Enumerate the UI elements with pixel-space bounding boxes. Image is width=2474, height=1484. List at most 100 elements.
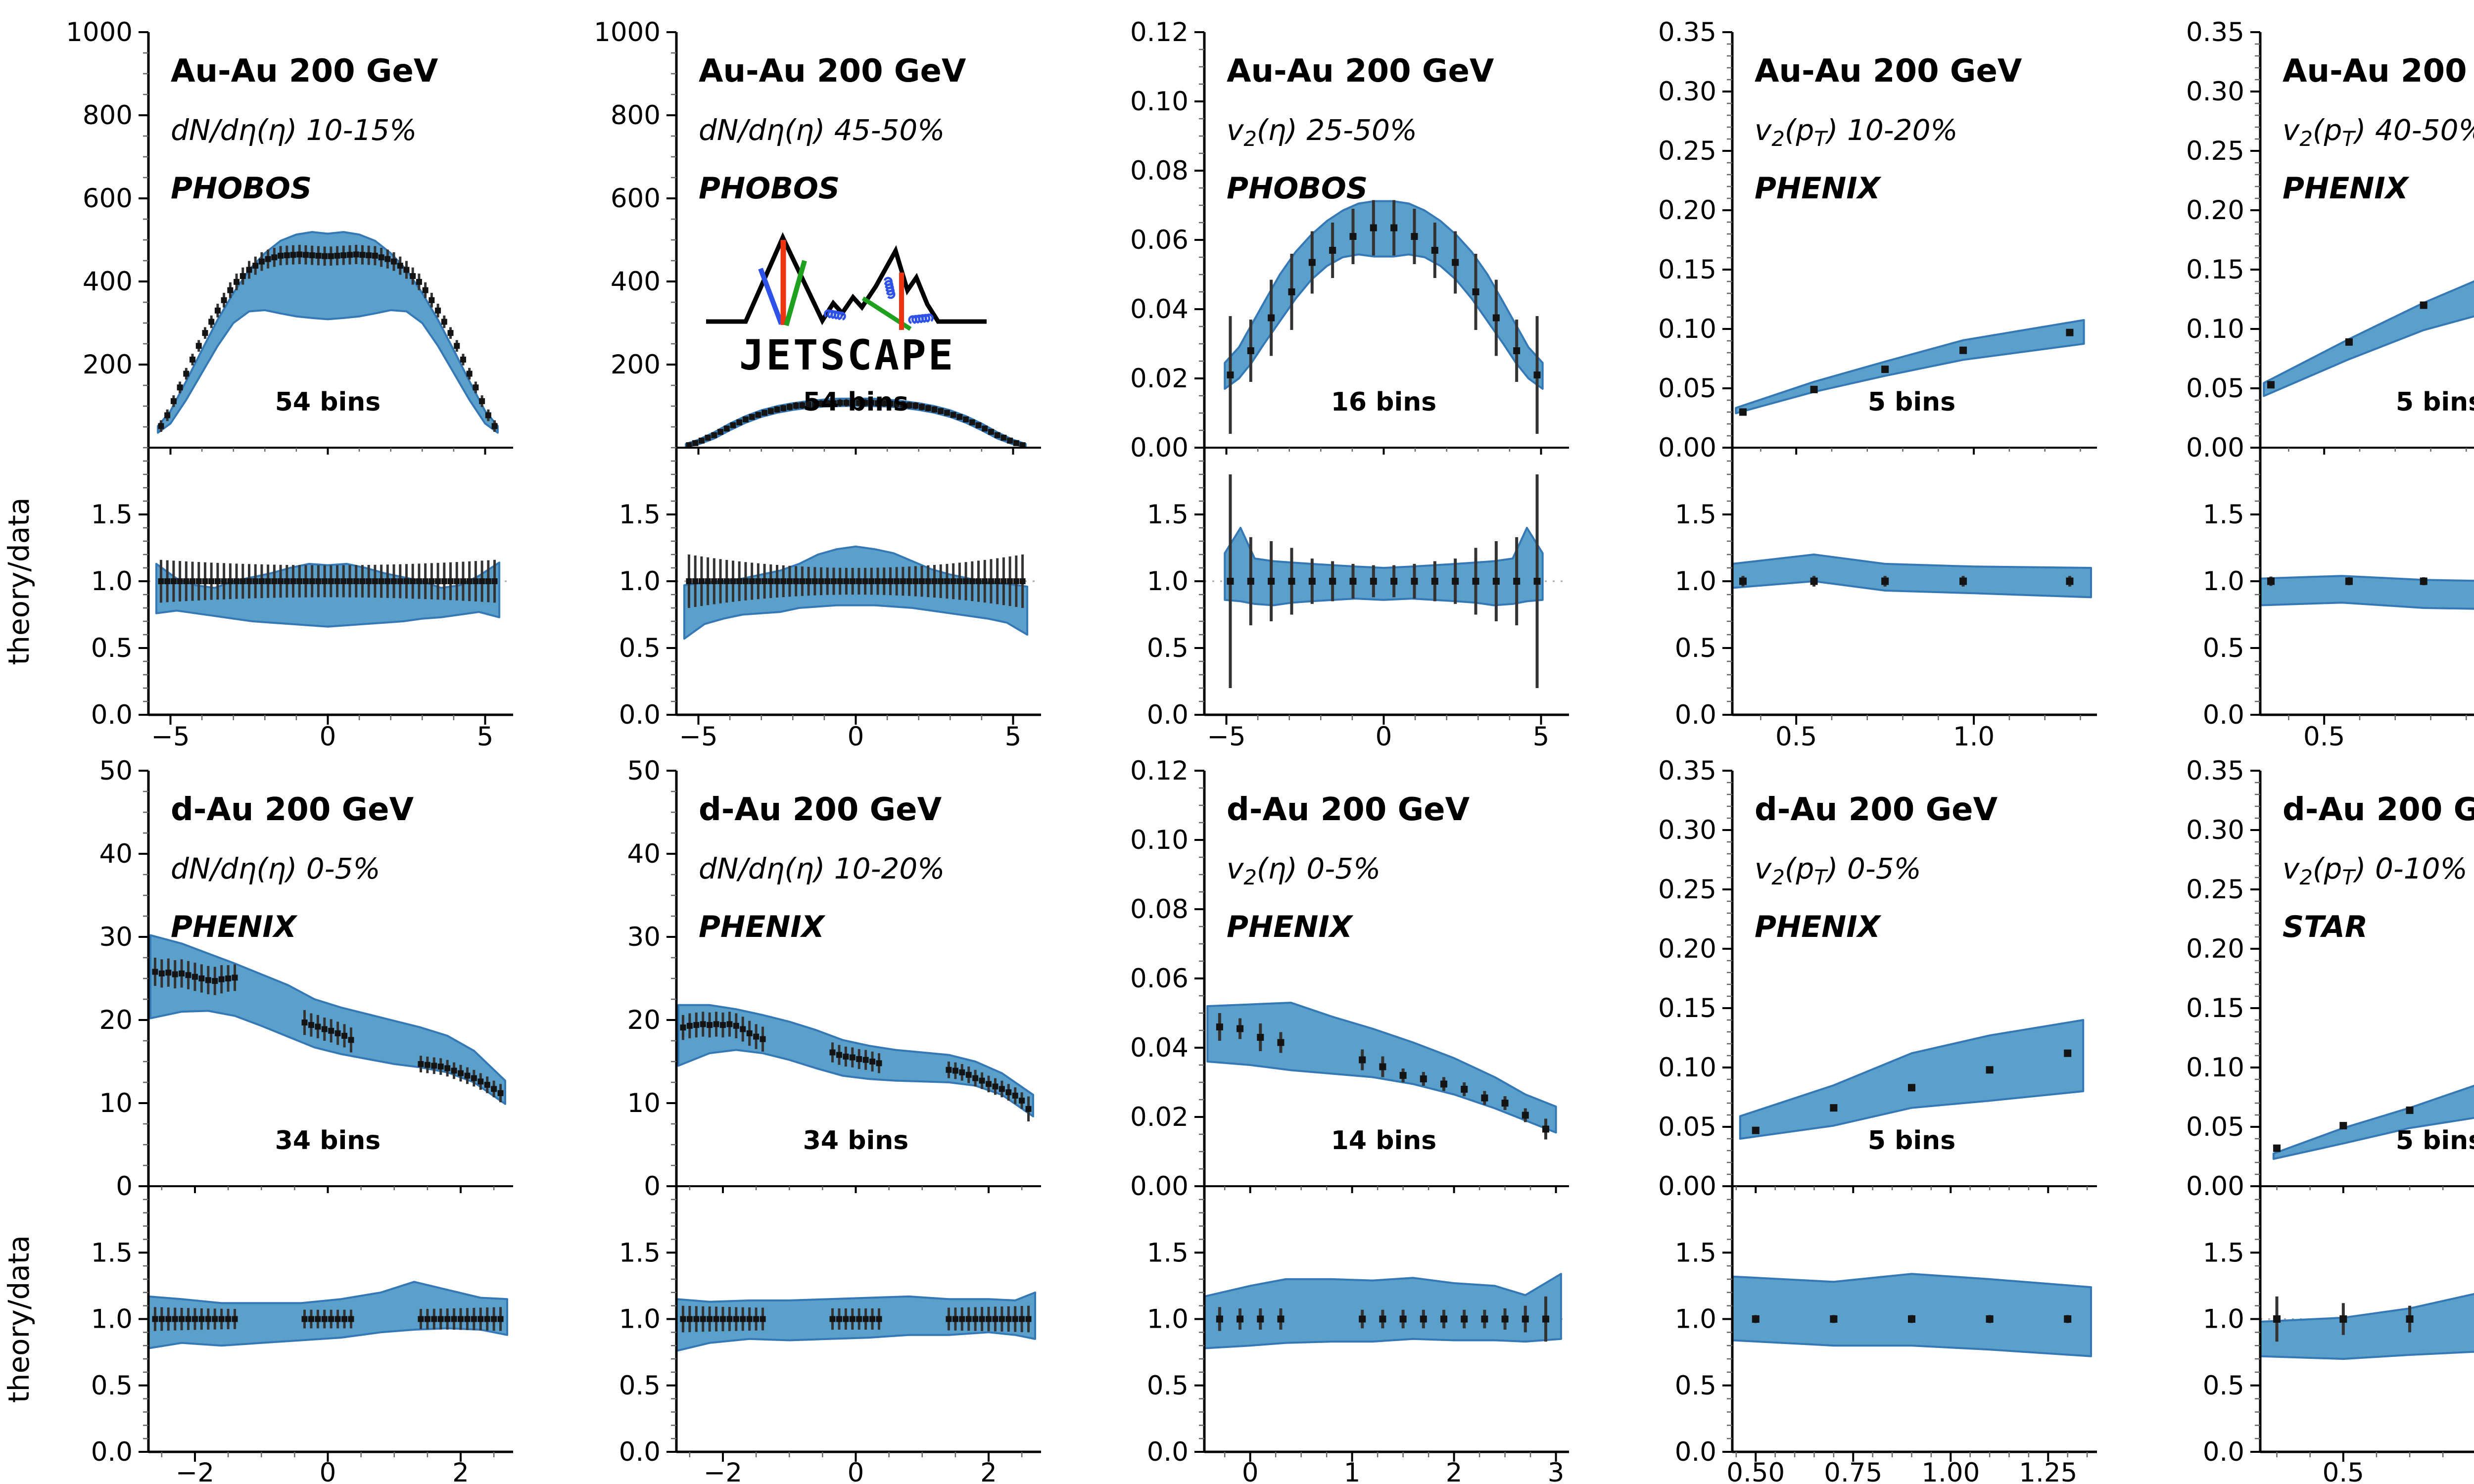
ratio-point [1513,578,1521,585]
ratio-point [185,1316,191,1322]
y-tick-label: 1000 [66,17,133,47]
data-point [982,425,988,432]
ratio-point [296,578,303,584]
x-tick-label: 1.00 [1921,1458,1980,1484]
ratio-tick-label: 0.5 [2203,1371,2244,1401]
data-point [760,1036,766,1042]
ratio-point [441,578,447,584]
x-tick-label: 0 [1242,1458,1259,1484]
ratio-point [451,1316,457,1322]
data-point [466,371,473,377]
panel-title: d-Au 200 GeV [171,791,414,828]
line [784,260,807,326]
data-point [225,975,232,981]
ratio-point [234,578,240,584]
ratio-point [999,1316,1005,1322]
data-point [451,1067,457,1074]
ratio-point [749,578,755,584]
ratio-point [2345,577,2353,585]
data-point [460,356,466,363]
panel-title: Au-Au 200 GeV [1755,53,2022,90]
ratio-point [1492,578,1500,585]
ratio-point [730,578,736,584]
x-tick-label: 0 [1376,722,1392,752]
y-tick-label: 0.05 [2186,1112,2244,1142]
data-point [1881,366,1889,373]
data-point [965,1071,972,1078]
data-point [925,405,931,412]
ratio-point [760,1316,766,1322]
experiment-label: PHENIX [699,910,826,944]
y-tick-label: 0.30 [1658,815,1716,845]
data-point [1019,1097,1025,1104]
ratio-tick-label: 1.0 [2203,566,2244,597]
data-point [1349,233,1357,240]
data-point [195,343,202,349]
panel-subtitle: v2​(pT​) 0-10% [2283,852,2468,889]
data-point [862,400,868,406]
ratio-point [1247,578,1254,585]
y-tick-label: 20 [99,1005,133,1035]
ratio-point [177,578,183,584]
ratio-point [384,578,391,584]
panel-dau-dndeta-10-20: 0 10 20 30 40 50 0.0 0.5 1.0 1.5 −2 0 2 d-Au 200 GeV d… [619,756,1041,1484]
data-point [479,398,485,404]
ratio-point [994,578,1000,584]
ratio-point [1522,1315,1529,1323]
y-tick-label: 0.35 [1658,17,1716,47]
ratio-point [471,1316,477,1322]
y-tick-label: 0.25 [2186,875,2244,905]
ratio-point [479,578,485,584]
y-tick-label: 0.35 [1658,756,1716,786]
ratio-point [742,578,749,584]
ratio-point [301,1316,308,1322]
y-tick-label: 0.12 [1130,756,1189,786]
data-point [944,410,950,416]
panel-subtitle: v2​(η) 0-5% [1227,852,1380,889]
data-point [422,287,428,293]
data-point [2267,381,2275,389]
data-point [1329,247,1336,254]
bins-label: 34 bins [275,1126,381,1156]
ratio-point [225,1316,232,1322]
ratio-point [447,578,454,584]
ratio-point [205,1316,211,1322]
ratio-tick-label: 1.5 [2203,1238,2244,1268]
y-tick-label: 400 [611,267,661,297]
ratio-point [458,1316,464,1322]
y-tick-label: 50 [627,756,661,786]
data-point [862,1057,869,1063]
data-point [1000,434,1007,441]
ratio-point [348,1316,354,1322]
data-point [437,1064,444,1070]
ratio-point [912,578,919,584]
ratio-tick-label: 0.5 [619,1371,661,1401]
ratio-point [719,1316,726,1322]
ratio-tick-label: 1.5 [619,500,661,530]
ratio-point [894,578,900,584]
data-point [969,419,975,425]
panel-subtitle: v2​(η) 25-50% [1227,113,1417,151]
y-tick-label: 0.00 [1658,1171,1716,1202]
data-point [1216,1023,1223,1030]
data-point [700,1021,706,1027]
ratio-point [799,578,806,584]
theory-band [2263,280,2474,397]
ratio-point [837,578,843,584]
ratio-point [1542,1315,1549,1323]
data-point [328,1027,334,1034]
y-tick-label: 0.20 [1658,934,1716,964]
ratio-point [698,578,705,584]
ratio-point [1431,578,1438,585]
experiment-label: PHENIX [1755,171,1882,206]
y-tick-label: 0.05 [1658,373,1716,404]
ratio-point [232,1316,238,1322]
ratio-point [202,578,208,584]
ratio-point [975,578,982,584]
ratio-tick-label: 1.0 [1147,1304,1189,1335]
data-point [227,287,234,293]
ratio-point [869,1316,876,1322]
ratio-tick-label: 0.5 [91,1371,133,1401]
panel-subtitle: v2​(pT​) 10-20% [1755,113,1958,151]
data-point [1420,1075,1427,1082]
